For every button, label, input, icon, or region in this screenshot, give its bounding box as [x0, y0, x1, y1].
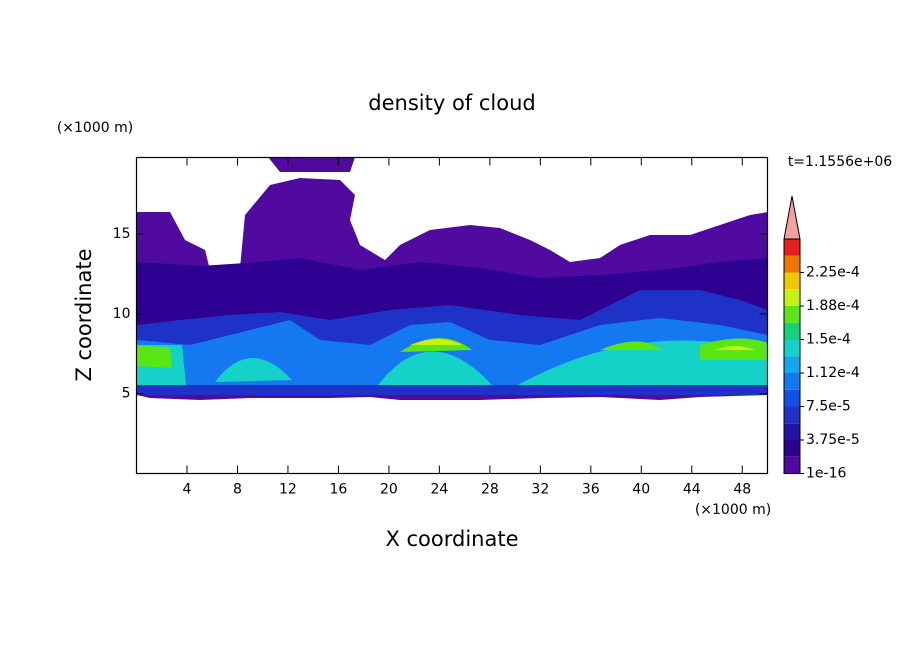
x-tick-label: 40 — [632, 482, 650, 498]
x-tick-label: 32 — [531, 482, 549, 498]
chart-title: density of cloud — [368, 91, 535, 115]
colorbar-band — [784, 423, 800, 440]
contour-region — [410, 339, 755, 350]
colorbar-band — [784, 373, 800, 390]
x-tick-label: 20 — [380, 482, 398, 498]
x-tick-label: 12 — [279, 482, 297, 498]
x-unit: (×1000 m) — [695, 502, 771, 518]
y-axis-title: Z coordinate — [72, 248, 96, 381]
colorbar-band — [784, 356, 800, 373]
y-unit: (×1000 m) — [57, 120, 133, 136]
colorbar-label: 7.5e-5 — [806, 399, 851, 415]
x-tick-label: 4 — [183, 482, 192, 498]
colorbar-band — [784, 339, 800, 357]
colorbar-band — [784, 272, 800, 290]
colorbar-label: 2.25e-4 — [806, 265, 860, 281]
colorbar-band — [784, 289, 800, 306]
x-tick-label: 16 — [330, 482, 348, 498]
contour-field — [137, 157, 768, 400]
y-tick-label: 15 — [113, 226, 131, 242]
colorbar-band — [784, 322, 800, 340]
contour-region — [268, 157, 355, 172]
colorbar-band — [784, 406, 800, 424]
colorbar-label: 3.75e-5 — [806, 432, 860, 448]
colorbar-label: 1.5e-4 — [806, 332, 851, 348]
x-tick-label: 44 — [683, 482, 701, 498]
colorbar-label: 1e-16 — [806, 466, 846, 482]
colorbar-band — [784, 456, 800, 474]
y-tick-label: 10 — [113, 306, 131, 322]
contour-region — [137, 340, 768, 385]
x-tick-label: 8 — [233, 482, 242, 498]
x-tick-label: 48 — [733, 482, 751, 498]
colorbar-band — [784, 389, 800, 407]
colorbar-label: 1.12e-4 — [806, 365, 860, 381]
colorbar-label: 1.88e-4 — [806, 298, 860, 314]
x-tick-label: 28 — [481, 482, 499, 498]
x-axis-title: X coordinate — [385, 527, 518, 551]
plot-frame — [135, 156, 769, 475]
colorbar-band — [784, 306, 800, 323]
x-tick-label: 36 — [582, 482, 600, 498]
colorbar-band — [784, 239, 800, 256]
colorbar-band — [784, 255, 800, 273]
colorbar-band — [784, 440, 800, 457]
x-tick-label: 24 — [430, 482, 448, 498]
colorbar-frame — [783, 238, 801, 474]
time-annotation: t=1.1556e+06 — [788, 154, 892, 170]
y-tick-label: 5 — [122, 386, 131, 402]
colorbar-extend — [783, 195, 801, 240]
